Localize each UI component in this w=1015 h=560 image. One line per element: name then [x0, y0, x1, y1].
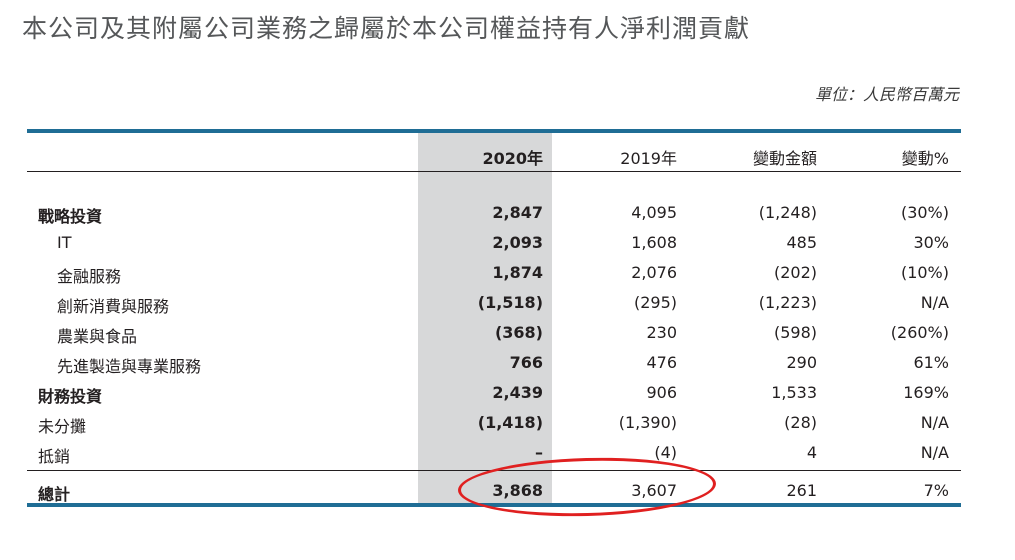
cell-pct: (260%) [890, 323, 949, 342]
table-row: 未分攤 (1,418) (1,390) (28) N/A [0, 413, 1015, 443]
cell-change: (1,248) [758, 203, 817, 222]
cell-pct: (30%) [900, 203, 949, 222]
cell-change: 1,533 [771, 383, 817, 402]
cell-2019: 4,095 [631, 203, 677, 222]
cell-2020: 766 [509, 353, 543, 372]
cell-change: 4 [806, 443, 817, 462]
header-rule [27, 171, 961, 172]
table-row: 戰略投資 2,847 4,095 (1,248) (30%) [0, 203, 1015, 233]
cell-2019: 476 [646, 353, 677, 372]
table-row: 創新消費與服務 (1,518) (295) (1,223) N/A [0, 293, 1015, 323]
cell-2019: 230 [646, 323, 677, 342]
unit-note: 單位：人民幣百萬元 [814, 85, 959, 104]
header-change-pct: 變動% [901, 149, 949, 168]
total-row: 總計 3,868 3,607 261 7% [0, 481, 1015, 511]
cell-2020: 2,093 [492, 233, 543, 252]
cell-2020: (368) [494, 323, 543, 342]
cell-2020: 2,439 [492, 383, 543, 402]
cell-pct: 61% [913, 353, 949, 372]
cell-pct: 169% [903, 383, 949, 402]
cell-change: (1,223) [758, 293, 817, 312]
cell-change: (202) [773, 263, 817, 282]
table-top-rule [27, 129, 961, 133]
total-2020: 3,868 [492, 481, 543, 500]
row-label: 抵銷 [38, 447, 71, 466]
total-rule [27, 470, 961, 471]
cell-pct: N/A [920, 413, 949, 432]
cell-2020: – [535, 443, 543, 462]
row-label: 金融服務 [57, 267, 122, 286]
header-2019: 2019年 [620, 149, 677, 168]
cell-pct: N/A [920, 443, 949, 462]
cell-change: (598) [773, 323, 817, 342]
cell-change: (28) [784, 413, 817, 432]
cell-2019: (295) [633, 293, 677, 312]
row-label: 戰略投資 [38, 207, 103, 226]
cell-2019: 906 [646, 383, 677, 402]
row-label: 先進製造與專業服務 [57, 357, 202, 376]
cell-change: 485 [786, 233, 817, 252]
cell-2019: (1,390) [618, 413, 677, 432]
row-label: 未分攤 [38, 417, 87, 436]
table-row: 金融服務 1,874 2,076 (202) (10%) [0, 263, 1015, 293]
cell-2019: (4) [654, 443, 677, 462]
highlight-column-2020 [418, 133, 552, 503]
cell-2020: 2,847 [492, 203, 543, 222]
cell-2020: (1,518) [477, 293, 543, 312]
total-label: 總計 [38, 485, 71, 504]
cell-pct: 30% [913, 233, 949, 252]
cell-2020: 1,874 [492, 263, 543, 282]
total-2019: 3,607 [631, 481, 677, 500]
cell-pct: (10%) [900, 263, 949, 282]
header-change: 變動金額 [752, 149, 817, 168]
table-row: 抵銷 – (4) 4 N/A [0, 443, 1015, 473]
table-header: 2020年 2019年 變動金額 變動% [0, 145, 1015, 171]
cell-2020: (1,418) [477, 413, 543, 432]
cell-pct: N/A [920, 293, 949, 312]
row-label: IT [57, 233, 72, 252]
table-row: IT 2,093 1,608 485 30% [0, 233, 1015, 263]
total-change: 261 [786, 481, 817, 500]
cell-2019: 2,076 [631, 263, 677, 282]
table-row: 先進製造與專業服務 766 476 290 61% [0, 353, 1015, 383]
table-row: 財務投資 2,439 906 1,533 169% [0, 383, 1015, 413]
cell-2019: 1,608 [631, 233, 677, 252]
row-label: 農業與食品 [57, 327, 138, 346]
row-label: 創新消費與服務 [57, 297, 170, 316]
header-2020: 2020年 [482, 149, 543, 168]
table-bottom-rule [27, 503, 961, 507]
table-row: 農業與食品 (368) 230 (598) (260%) [0, 323, 1015, 353]
row-label: 財務投資 [38, 387, 103, 406]
page-title: 本公司及其附屬公司業務之歸屬於本公司權益持有人淨利潤貢獻 [22, 14, 751, 43]
cell-change: 290 [786, 353, 817, 372]
total-pct: 7% [923, 481, 949, 500]
